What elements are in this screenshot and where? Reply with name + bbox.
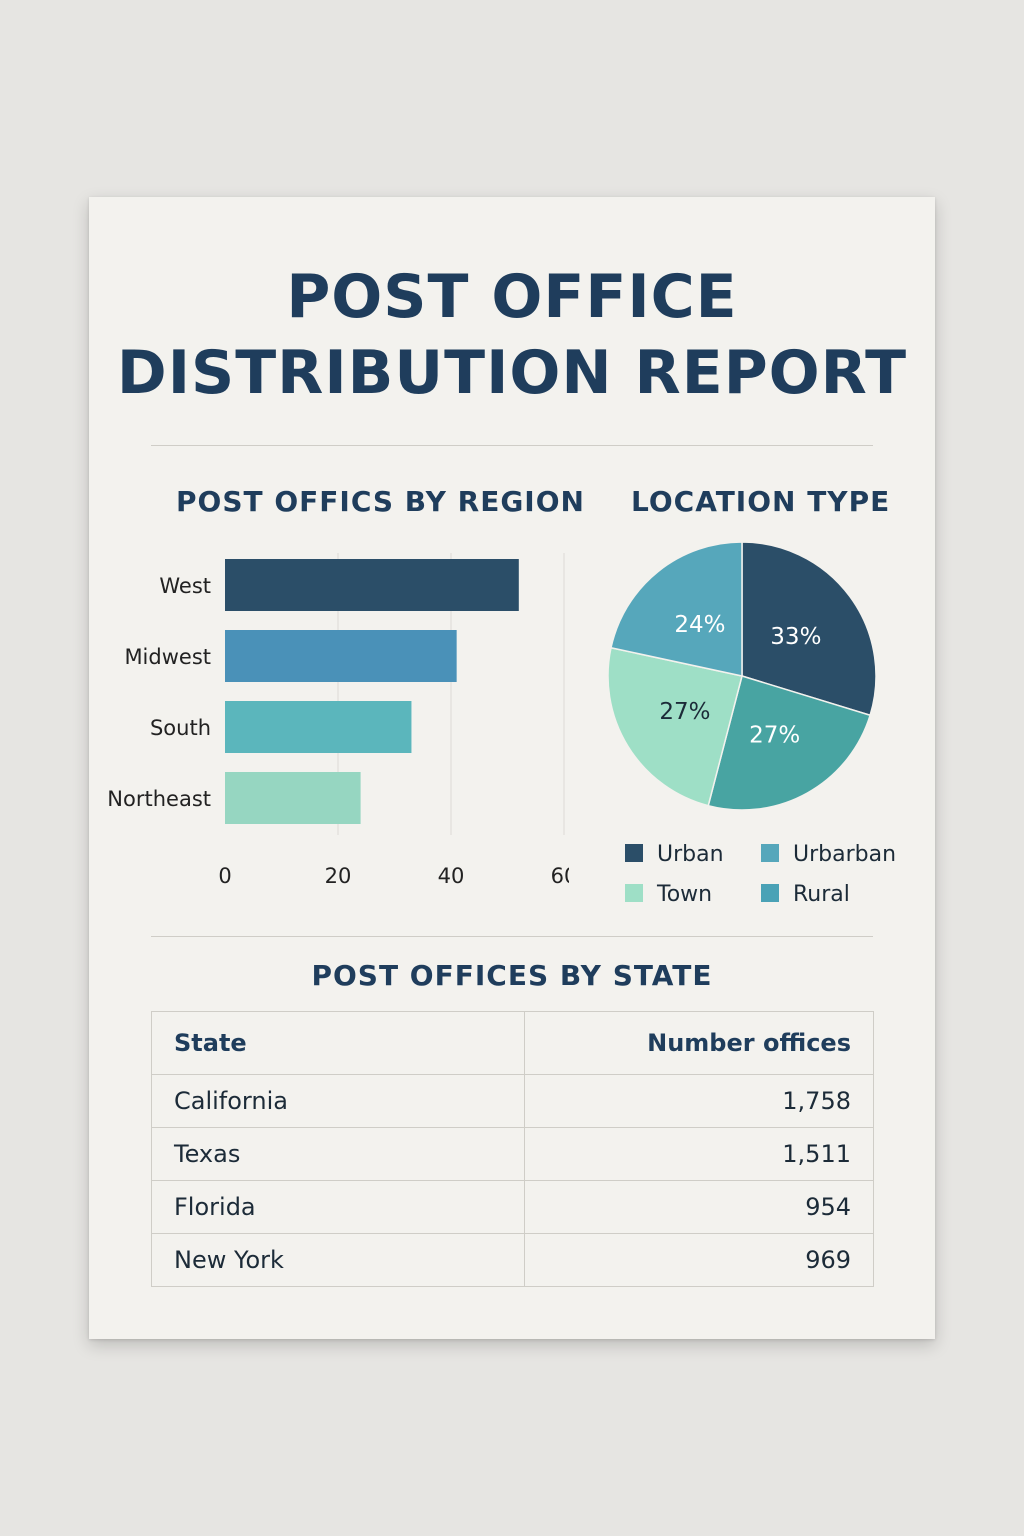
table-row: New York 969 (151, 1233, 874, 1287)
x-tick-label: 60 (551, 864, 569, 887)
table-header-row: State Number offices (151, 1011, 874, 1075)
report-title-line-2: DISTRIBUTION REPORT (116, 338, 908, 408)
category-label: Midwest (124, 645, 211, 669)
pie-slice (610, 541, 743, 677)
pie-slice (607, 646, 743, 807)
state-cell: Texas (151, 1127, 525, 1181)
pie-slice (741, 541, 877, 717)
offices-cell: 954 (524, 1180, 874, 1234)
pie-slice (707, 675, 872, 811)
legend-label: Rural (793, 882, 850, 907)
report-sheet: POST OFFICE DISTRIBUTION REPORT POST OFF… (89, 197, 935, 1339)
legend-label: Urbarban (793, 842, 896, 867)
legend-label: Urban (657, 842, 724, 867)
offices-cell: 1,511 (524, 1127, 874, 1181)
pie-chart-title: LOCATION TYPE (631, 485, 891, 518)
report-title-line-1: POST OFFICE (286, 262, 738, 332)
state-cell: New York (151, 1233, 525, 1287)
divider-top (151, 445, 873, 446)
column-header-state: State (151, 1011, 525, 1075)
table-row: Texas 1,511 (151, 1127, 874, 1181)
bar (225, 630, 457, 682)
pie-slice-label: 27% (659, 699, 710, 725)
bar (225, 772, 361, 824)
divider-middle (151, 936, 873, 937)
state-cell: California (151, 1074, 525, 1128)
legend-swatch (761, 884, 779, 902)
region-bar-chart: 0 20 40 60 West Midwest South Northeast (107, 553, 569, 887)
legend-label: Town (656, 882, 712, 907)
offices-cell: 1,758 (524, 1074, 874, 1128)
pie-slice-label: 27% (749, 722, 800, 748)
x-tick-label: 0 (218, 864, 231, 887)
bar-chart-title: POST OFFICS BY REGION (176, 485, 585, 518)
table-row: Florida 954 (151, 1180, 874, 1234)
report-title: POST OFFICE DISTRIBUTION REPORT (89, 259, 935, 411)
state-cell: Florida (151, 1180, 525, 1234)
legend-swatch (761, 844, 779, 862)
legend-swatch (625, 884, 643, 902)
x-tick-label: 20 (325, 864, 352, 887)
x-tick-label: 40 (438, 864, 465, 887)
pie-slice-label: 24% (674, 612, 725, 638)
pie-slice-label: 33% (770, 624, 821, 650)
column-header-number-offices: Number offices (524, 1011, 874, 1075)
offices-cell: 969 (524, 1233, 874, 1287)
legend-swatch (625, 844, 643, 862)
category-label: Northeast (107, 787, 211, 811)
state-table: State Number offices California 1,758 Te… (151, 1011, 874, 1287)
category-label: West (159, 574, 211, 598)
table-row: California 1,758 (151, 1074, 874, 1128)
bar (225, 559, 519, 611)
location-pie-chart: 33% 27% 27% 24% Urban Urbarban Town Rural (607, 541, 896, 907)
bar (225, 701, 412, 753)
category-label: South (150, 716, 211, 740)
table-title: POST OFFICES BY STATE (311, 959, 713, 992)
